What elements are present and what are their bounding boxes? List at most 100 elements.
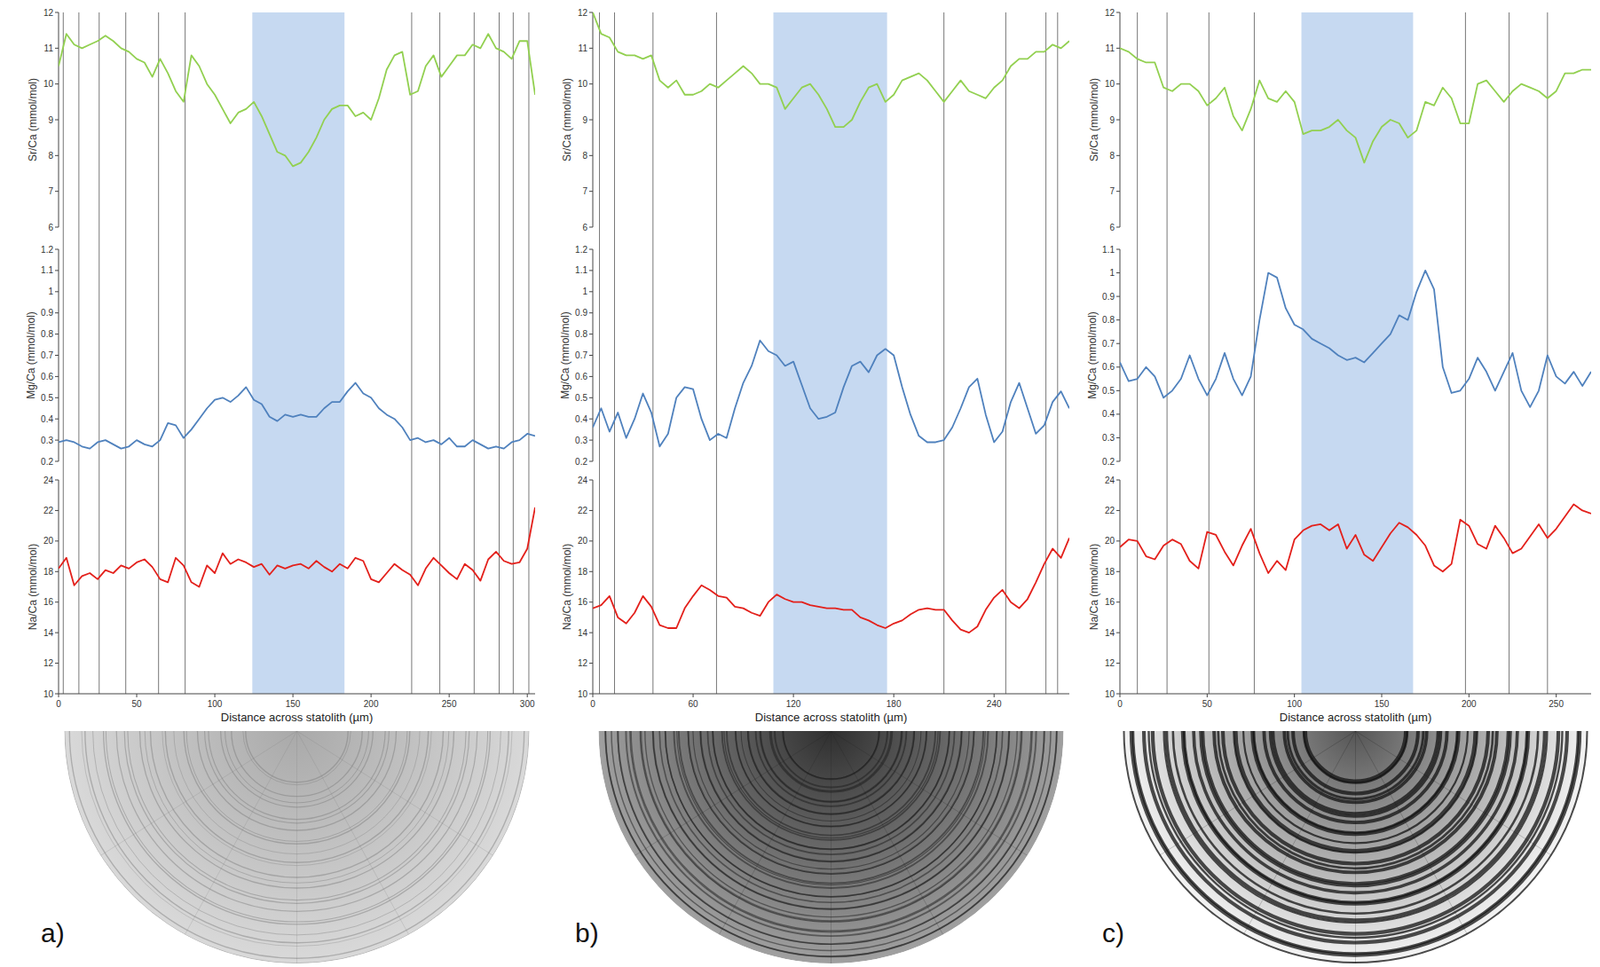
shaded-range: [1301, 12, 1414, 694]
background-marks: [1137, 12, 1548, 694]
y-tick: [1116, 190, 1120, 192]
vertical-line: [1508, 12, 1510, 694]
y-tick: [589, 119, 593, 121]
y-tick-label: 0.9: [40, 307, 54, 318]
y-tick: [55, 540, 59, 542]
y-tick-label: 18: [1104, 567, 1116, 577]
vertical-line: [439, 12, 441, 694]
radial-line: [100, 731, 297, 856]
y-axis: 1012141618202224Na/Ca (mmol/mol): [1087, 475, 1120, 700]
vertical-line: [1056, 12, 1058, 694]
data-line: [58, 507, 536, 588]
x-tick: [370, 693, 372, 698]
y-axis: 0.20.30.40.50.60.70.80.911.11.2Mg/Ca (mm…: [559, 244, 593, 467]
panel-label: b): [575, 918, 600, 948]
y-tick-label: 0.8: [575, 329, 588, 339]
vertical-line: [78, 12, 79, 694]
y-tick: [1116, 540, 1120, 542]
y-tick: [589, 12, 593, 14]
y-tick-label: 12: [1104, 658, 1116, 669]
y-tick-label: 6: [582, 222, 588, 233]
y-tick: [1116, 390, 1120, 392]
y-tick-label: 14: [577, 628, 589, 639]
y-tick-label: 12: [1104, 7, 1116, 18]
y-tick-label: 0.9: [1102, 291, 1115, 302]
vertical-line: [498, 12, 500, 694]
vertical-line: [157, 12, 159, 694]
y-tick: [1116, 319, 1120, 321]
series-group: [58, 507, 536, 588]
x-tick-label: 150: [285, 699, 301, 710]
y-tick-label: 0.7: [575, 350, 588, 361]
x-tick-label: 50: [131, 699, 142, 710]
y-tick: [589, 601, 593, 603]
y-tick: [589, 632, 593, 634]
x-axis-line: [1119, 693, 1592, 695]
x-tick-label: 0: [1117, 699, 1123, 710]
panel: 6789101112Sr/Ca (mmol/mol)0.20.30.40.50.…: [559, 7, 1070, 966]
x-tick-label: 0: [590, 699, 596, 710]
x-tick: [1119, 693, 1121, 698]
y-tick-label: 0.8: [1102, 315, 1115, 325]
y-tick: [55, 190, 59, 192]
y-tick-label: 1.1: [575, 265, 588, 276]
y-tick: [55, 440, 59, 442]
x-tick: [136, 693, 138, 698]
y-tick: [1116, 413, 1120, 415]
y-tick: [55, 155, 59, 157]
y-tick: [55, 397, 59, 399]
y-tick: [55, 119, 59, 121]
y-tick: [55, 510, 59, 512]
y-axis-title: Mg/Ca (mmol/mol): [1086, 311, 1099, 400]
statolith-disc: [64, 731, 530, 964]
y-tick-label: 0.5: [1102, 386, 1115, 396]
x-tick: [592, 693, 594, 698]
y-tick: [55, 249, 59, 251]
y-tick-label: 11: [44, 43, 55, 54]
y-tick-label: 7: [47, 186, 54, 197]
y-tick-label: 1: [1109, 267, 1115, 278]
y-axis-title: Sr/Ca (mmol/mol): [560, 78, 574, 162]
y-tick-label: 24: [1104, 475, 1116, 486]
vertical-line: [1208, 12, 1210, 694]
statolith-disc: [1123, 731, 1589, 964]
y-tick: [1116, 366, 1120, 368]
radial-line: [634, 731, 831, 856]
y-tick: [1116, 83, 1120, 85]
y-tick: [589, 47, 593, 49]
vertical-line: [652, 12, 654, 694]
x-tick: [893, 693, 895, 698]
y-tick: [589, 83, 593, 85]
vertical-line: [1005, 12, 1007, 694]
y-tick-label: 0.5: [575, 393, 588, 403]
x-tick-label: 150: [1374, 699, 1390, 710]
y-tick: [589, 480, 593, 481]
radial-line: [1355, 731, 1553, 856]
vertical-line: [1045, 12, 1047, 694]
y-tick: [55, 291, 59, 292]
y-tick-label: 0.2: [40, 457, 54, 467]
y-tick: [55, 227, 59, 229]
x-tick-label: 250: [1548, 699, 1564, 710]
x-tick-label: 100: [207, 699, 223, 710]
y-tick-label: 0.4: [1102, 409, 1115, 419]
y-tick-label: 1.1: [40, 265, 54, 276]
y-tick-label: 0.6: [575, 371, 588, 382]
y-tick: [55, 12, 59, 14]
y-tick-label: 0.6: [40, 371, 54, 382]
y-tick: [55, 571, 59, 573]
y-axis-title: Na/Ca (mmol/mol): [560, 543, 574, 631]
y-tick: [589, 571, 593, 573]
data-line: [1119, 47, 1592, 163]
vertical-line: [125, 12, 127, 694]
y-tick-label: 9: [582, 115, 588, 126]
y-tick-label: 12: [577, 658, 589, 669]
data-line: [592, 12, 1070, 127]
y-tick: [55, 376, 59, 378]
x-axis: 050100150200250300: [55, 693, 536, 710]
x-tick-label: 100: [1286, 699, 1302, 710]
y-tick: [1116, 662, 1120, 664]
data-line: [1119, 270, 1592, 408]
y-axis-line: [592, 480, 594, 694]
y-tick: [55, 418, 59, 420]
